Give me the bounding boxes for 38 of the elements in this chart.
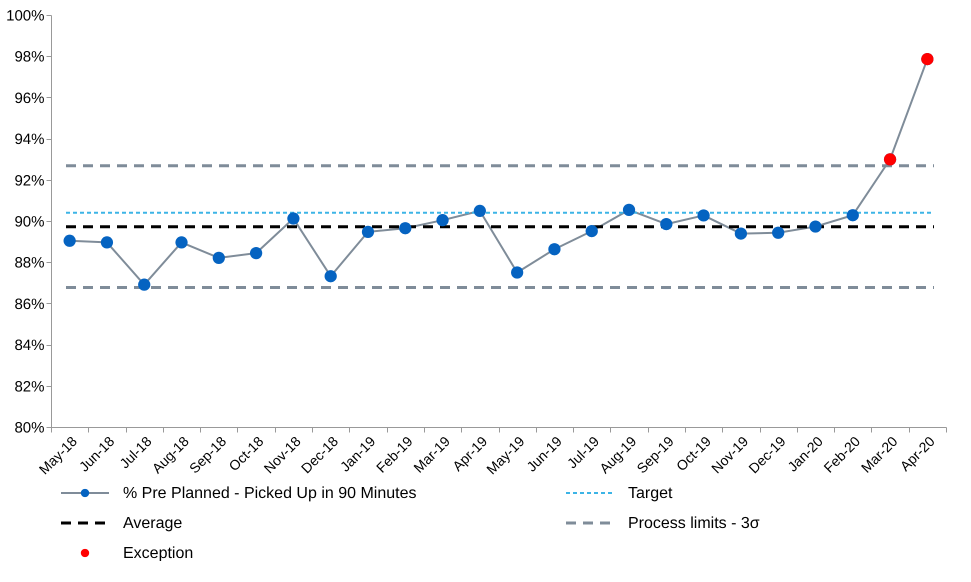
point	[362, 226, 374, 238]
point	[809, 220, 822, 233]
y-tick-label: 90%	[14, 214, 44, 230]
point	[287, 212, 300, 225]
point	[846, 209, 859, 222]
point	[622, 204, 636, 216]
y-tick-label: 100%	[6, 8, 44, 24]
point	[772, 226, 784, 239]
legend-label: % Pre Planned - Picked Up in 90 Minutes	[123, 485, 416, 502]
y-tick-label: 86%	[14, 296, 44, 313]
y-tick-label: 92%	[14, 172, 44, 190]
y-tick-label: 88%	[14, 254, 44, 272]
legend-label: Target	[628, 485, 674, 502]
point	[399, 222, 412, 234]
point	[175, 236, 188, 249]
y-tick-label: 80%	[14, 420, 44, 436]
y-tick-label: 82%	[14, 378, 44, 396]
point	[250, 247, 262, 260]
y-tick-label: 96%	[14, 90, 44, 107]
point	[138, 278, 150, 291]
point	[511, 266, 524, 279]
point	[660, 218, 672, 230]
y-tick-label: 98%	[14, 48, 44, 66]
point	[697, 209, 710, 222]
point	[734, 227, 748, 240]
point	[324, 270, 337, 282]
point	[100, 236, 114, 249]
point	[586, 224, 598, 238]
legend-label: Average	[123, 515, 182, 532]
point	[474, 204, 486, 218]
point	[64, 234, 76, 247]
legend-label: Process limits - 3σ	[628, 515, 760, 532]
point	[436, 214, 449, 226]
point	[548, 243, 561, 256]
point	[212, 252, 225, 264]
y-tick-label: 94%	[14, 131, 44, 148]
y-tick-label: 84%	[14, 337, 44, 354]
legend-label: Exception	[123, 545, 194, 562]
